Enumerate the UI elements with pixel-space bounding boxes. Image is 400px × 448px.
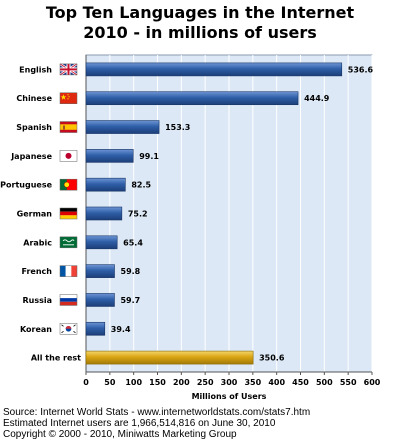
data-label: 59.8 bbox=[121, 267, 141, 276]
data-label: 82.5 bbox=[131, 181, 151, 190]
x-axis-label: Millions of Users bbox=[192, 392, 267, 401]
bar bbox=[85, 149, 134, 163]
data-label: 444.9 bbox=[304, 94, 330, 103]
x-tick-label: 100 bbox=[125, 378, 142, 387]
x-tick-label: 150 bbox=[149, 378, 166, 387]
x-tick-label: 400 bbox=[268, 378, 285, 387]
category-label: Spanish bbox=[16, 123, 52, 132]
data-label: 39.4 bbox=[111, 325, 131, 334]
estimate-note: Estimated Internet users are 1,966,514,8… bbox=[3, 418, 276, 429]
bar bbox=[85, 235, 118, 250]
bar bbox=[85, 120, 160, 134]
data-label: 65.4 bbox=[123, 238, 143, 247]
x-tick-label: 500 bbox=[316, 378, 333, 387]
south-korea-flag-icon bbox=[59, 323, 78, 335]
category-label: Chinese bbox=[16, 94, 52, 103]
bar bbox=[85, 321, 106, 336]
bar bbox=[85, 264, 115, 278]
x-tick-label: 300 bbox=[221, 378, 238, 387]
france-flag-icon bbox=[59, 265, 78, 277]
data-label: 99.1 bbox=[139, 152, 159, 161]
category-label: All the rest bbox=[31, 354, 81, 363]
category-label: Portuguese bbox=[0, 181, 52, 190]
x-tick-label: 50 bbox=[104, 378, 116, 387]
data-label: 350.6 bbox=[259, 354, 285, 363]
category-label: Arabic bbox=[23, 238, 52, 247]
spain-flag-icon bbox=[59, 121, 78, 133]
saudi-arabia-flag-icon bbox=[59, 236, 78, 249]
data-label: 536.6 bbox=[348, 65, 374, 74]
x-tick-label: 200 bbox=[173, 378, 190, 387]
copyright-note: Copyright © 2000 - 2010, Miniwatts Marke… bbox=[3, 429, 237, 440]
x-tick-label: 0 bbox=[83, 378, 89, 387]
category-label: Russia bbox=[22, 296, 52, 305]
source-note: Source: Internet World Stats - www.inter… bbox=[3, 407, 311, 418]
bar bbox=[85, 350, 254, 365]
x-tick-label: 250 bbox=[197, 378, 214, 387]
x-tick-label: 550 bbox=[340, 378, 357, 387]
portugal-flag-icon bbox=[59, 178, 78, 191]
germany-flag-icon bbox=[59, 207, 78, 220]
data-label: 59.7 bbox=[120, 296, 140, 305]
x-tick-label: 450 bbox=[292, 378, 309, 387]
russia-flag-icon bbox=[59, 294, 78, 306]
category-label: Korean bbox=[20, 325, 52, 334]
uk-flag-icon bbox=[59, 62, 78, 76]
bar bbox=[85, 206, 123, 221]
category-label: French bbox=[22, 267, 53, 276]
bar bbox=[85, 91, 299, 106]
bar bbox=[85, 293, 115, 307]
bar bbox=[85, 62, 343, 77]
data-label: 75.2 bbox=[128, 210, 148, 219]
japan-flag-icon bbox=[59, 150, 78, 162]
data-label: 153.3 bbox=[165, 123, 190, 132]
x-tick-label: 600 bbox=[364, 378, 381, 387]
bar bbox=[85, 177, 126, 192]
category-label: Japanese bbox=[10, 152, 52, 161]
chart-subtitle: 2010 - in millions of users bbox=[83, 23, 317, 42]
x-tick-label: 350 bbox=[244, 378, 261, 387]
category-label: English bbox=[19, 65, 52, 74]
chart-title: Top Ten Languages in the Internet bbox=[45, 3, 355, 22]
category-label: German bbox=[17, 210, 53, 219]
china-flag-icon bbox=[59, 92, 78, 104]
